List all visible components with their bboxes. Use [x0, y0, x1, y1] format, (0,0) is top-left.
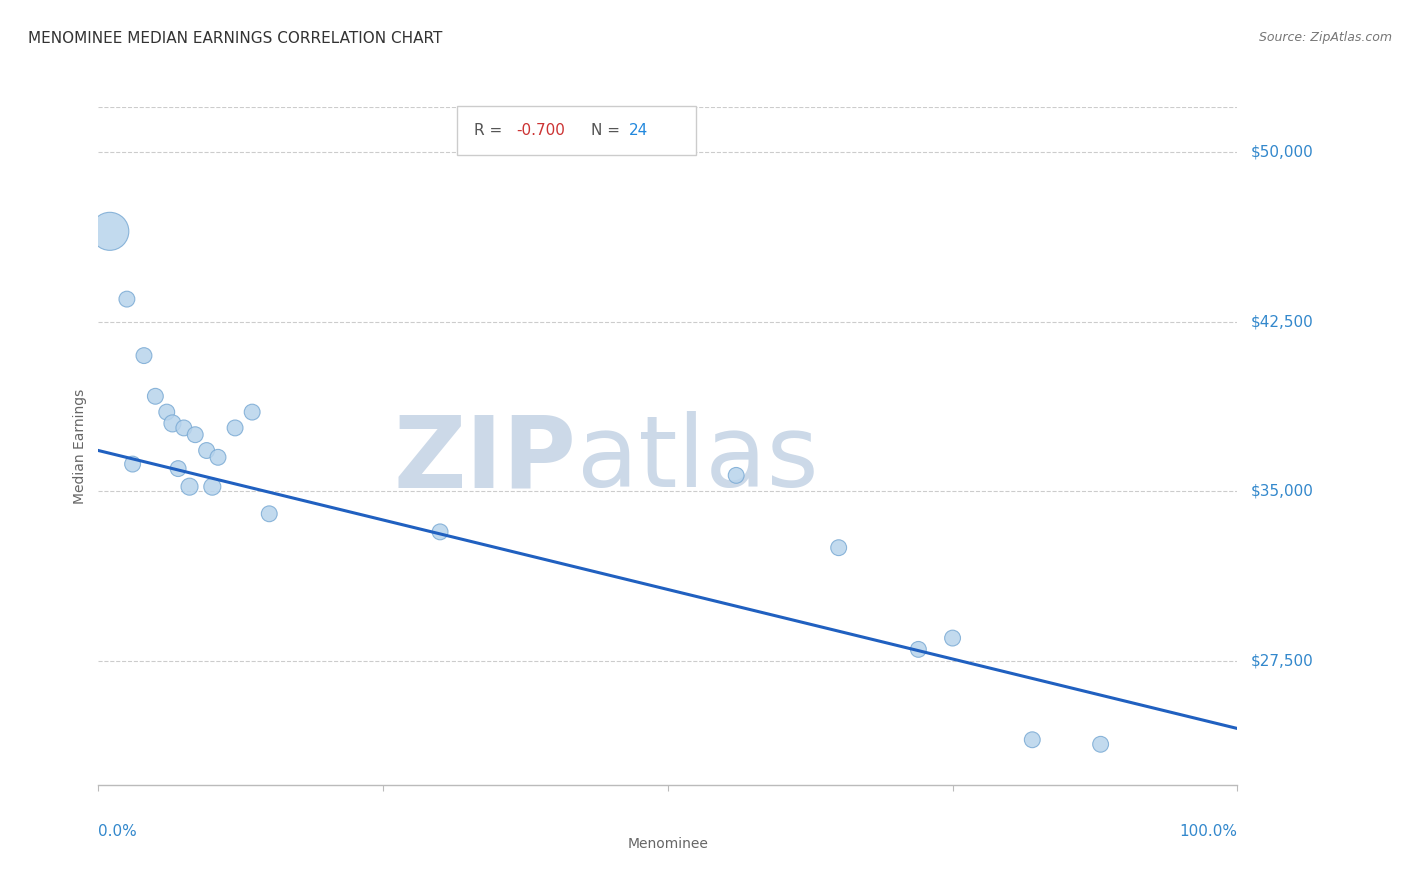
Point [162, 417, 184, 431]
Text: $27,500: $27,500 [1251, 653, 1315, 668]
Text: $42,500: $42,500 [1251, 314, 1315, 329]
Point [201, 480, 224, 494]
Point [942, 631, 965, 645]
Point [98, 224, 121, 238]
Text: 100.0%: 100.0% [1180, 824, 1237, 838]
Point [207, 450, 229, 465]
Point [145, 389, 167, 403]
Point [167, 461, 190, 475]
Text: atlas: atlas [576, 411, 818, 508]
Point [1021, 732, 1043, 747]
Text: ZIP: ZIP [394, 411, 576, 508]
Point [828, 541, 851, 555]
Point [132, 349, 155, 363]
Text: MENOMINEE MEDIAN EARNINGS CORRELATION CHART: MENOMINEE MEDIAN EARNINGS CORRELATION CH… [28, 31, 443, 46]
Text: $50,000: $50,000 [1251, 145, 1315, 160]
Point [259, 507, 281, 521]
Point [173, 421, 195, 435]
Point [907, 642, 929, 657]
Point [429, 524, 451, 539]
Text: -0.700: -0.700 [516, 123, 565, 138]
Point [195, 443, 218, 458]
Text: 24: 24 [628, 123, 648, 138]
Text: R =: R = [474, 123, 508, 138]
X-axis label: Menominee: Menominee [627, 837, 709, 851]
Text: N =: N = [591, 123, 624, 138]
Point [1090, 737, 1112, 751]
Point [115, 292, 138, 306]
Point [184, 427, 207, 442]
Point [121, 457, 143, 471]
Point [240, 405, 263, 419]
Point [179, 480, 201, 494]
Text: Source: ZipAtlas.com: Source: ZipAtlas.com [1258, 31, 1392, 45]
Text: $35,000: $35,000 [1251, 483, 1315, 499]
Text: 0.0%: 0.0% [98, 824, 138, 838]
Point [725, 468, 748, 483]
Point [224, 421, 246, 435]
Y-axis label: Median Earnings: Median Earnings [73, 388, 87, 504]
Point [156, 405, 179, 419]
